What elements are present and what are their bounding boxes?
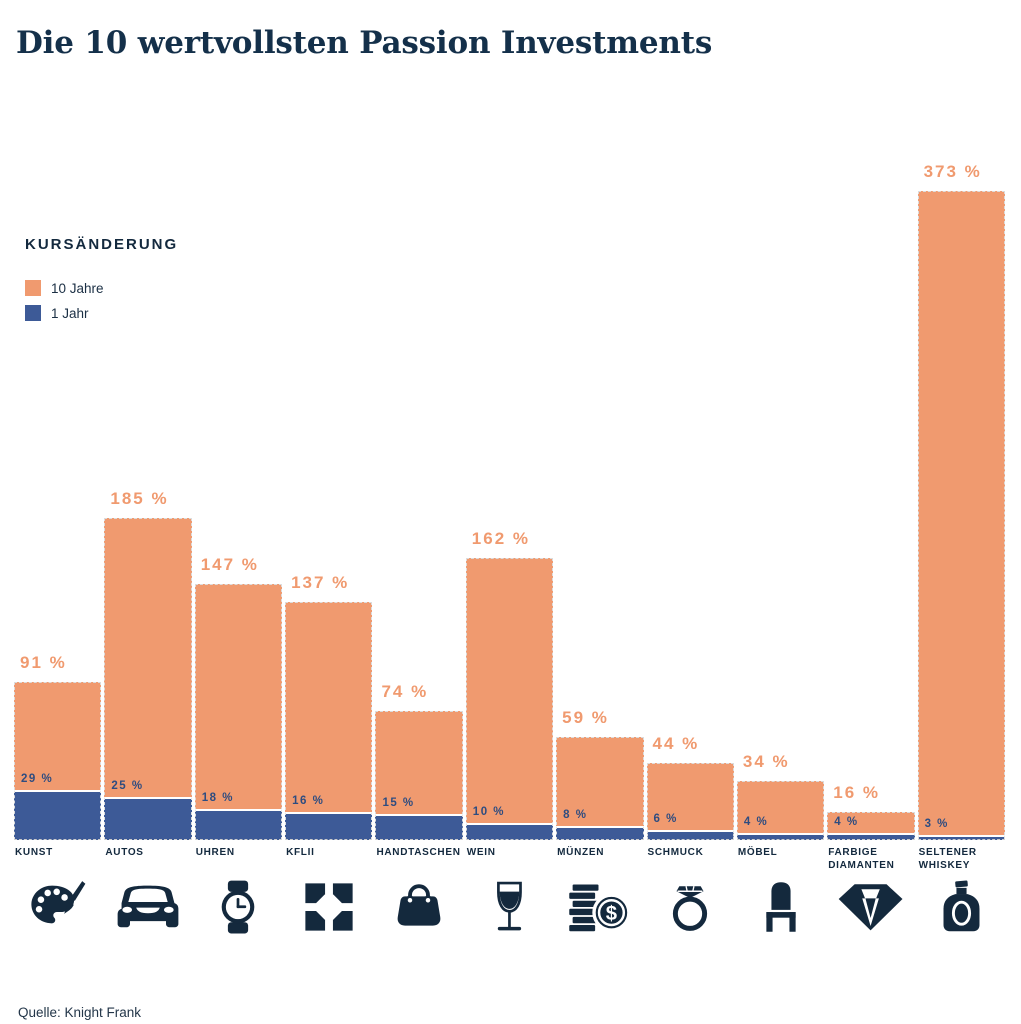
bar-group-kunst: 91 % 29 % KUNST (14, 155, 102, 858)
value-label-1-jahr: 4 % (743, 816, 769, 828)
value-label-1-jahr: 29 % (21, 772, 54, 785)
watch-icon (222, 880, 255, 934)
bar-10-jahre (556, 737, 644, 840)
ring-icon (673, 886, 708, 931)
bar-group-autos: 185 % 25 % AUTOS (104, 155, 192, 858)
whiskey-bottle-icon (943, 880, 980, 932)
bar-1-jahr (285, 812, 373, 840)
bar-group-uhren: 147 % 18 % UHREN (194, 155, 283, 858)
category-label: FARBIGE DIAMANTEN (828, 847, 895, 871)
coins-icon: $ (569, 884, 631, 932)
icon-cell-münzen: $ (556, 876, 643, 938)
category-label: WEIN (466, 847, 496, 858)
value-label-1-jahr: 4 % (834, 816, 859, 828)
value-label-10-jahre: 16 % (833, 783, 880, 803)
chair-icon (765, 882, 796, 932)
bar-1-jahr (375, 813, 463, 840)
bar-1-jahr (917, 834, 1005, 840)
value-label-1-jahr: 18 % (201, 791, 234, 804)
legend-swatch-10-jahre (25, 280, 41, 296)
bar-10-jahre (917, 191, 1005, 840)
legend-swatch-1-jahr (25, 305, 41, 321)
category-label: HANDTASCHEN (376, 847, 461, 858)
icon-cell-wein (466, 876, 553, 938)
legend-label-10-jahre: 10 Jahre (51, 280, 104, 296)
value-label-1-jahr: 6 % (653, 812, 678, 825)
legend: KURSÄNDERUNG 10 Jahre 1 Jahr (25, 236, 178, 330)
source-note: Quelle: Knight Frank (18, 1004, 142, 1020)
value-label-10-jahre: 34 % (742, 751, 790, 771)
svg-text:$: $ (606, 903, 617, 925)
value-label-10-jahre: 74 % (381, 682, 429, 702)
legend-label-1-jahr: 1 Jahr (51, 305, 89, 321)
car-icon (117, 885, 179, 928)
handbag-icon (397, 884, 441, 926)
value-label-10-jahre: 59 % (562, 708, 609, 728)
legend-item-1-jahr: 1 Jahr (25, 305, 178, 321)
bar-group-möbel: 34 % 4 % MÖBEL (736, 155, 825, 858)
bar-10-jahre (194, 584, 283, 840)
icon-cell-seltener-whiskey (918, 876, 1005, 938)
value-label-10-jahre: 91 % (20, 652, 67, 672)
bar-1-jahr (465, 822, 554, 840)
category-label: MÖBEL (737, 847, 778, 858)
bar-group-schmuck: 44 % 6 % SCHMUCK (646, 155, 734, 858)
icon-cell-kflii (285, 876, 372, 938)
bar-10-jahre (646, 763, 734, 840)
diamond-icon (839, 884, 903, 931)
icon-cell-möbel (737, 876, 824, 938)
icon-cell-farbige-diamanten (827, 876, 914, 938)
icon-cell-autos (104, 876, 191, 938)
category-icons-row: $ (14, 876, 1005, 938)
category-label: SELTENER WHISKEY (918, 847, 977, 871)
bar-1-jahr (827, 833, 915, 840)
bar-1-jahr (736, 833, 825, 840)
bar-group-handtaschen: 74 % 15 % HANDTASCHEN (375, 155, 463, 858)
icon-cell-schmuck (647, 876, 734, 938)
category-label: UHREN (195, 847, 235, 858)
value-label-10-jahre: 185 % (110, 489, 169, 509)
bar-10-jahre (465, 558, 554, 840)
value-label-10-jahre: 147 % (200, 555, 259, 575)
category-label: AUTOS (105, 847, 144, 858)
bar-group-seltener-whiskey: 373 % 3 % SELTENER WHISKEY (917, 155, 1005, 871)
icon-cell-uhren (195, 876, 282, 938)
icon-cell-handtaschen (375, 876, 462, 938)
bar-1-jahr (556, 826, 644, 840)
category-label: KFLII (286, 847, 315, 858)
bar-group-münzen: 59 % 8 % MÜNZEN (556, 155, 644, 858)
value-label-1-jahr: 3 % (924, 817, 949, 830)
palette-icon (31, 881, 86, 924)
value-label-1-jahr: 25 % (111, 779, 144, 792)
value-label-1-jahr: 15 % (382, 796, 415, 809)
category-label: KUNST (15, 847, 53, 858)
bar-10-jahre (736, 780, 825, 840)
bar-group-kflii: 137 % 16 % KFLII (285, 155, 373, 858)
legend-item-10-jahre: 10 Jahre (25, 280, 178, 296)
category-label: MÜNZEN (557, 847, 605, 858)
bar-1-jahr (194, 808, 283, 840)
value-label-10-jahre: 44 % (652, 734, 700, 754)
bar-10-jahre (104, 518, 192, 840)
chart-title: Die 10 wertvollsten Passion Investments (16, 24, 713, 61)
value-label-1-jahr: 16 % (292, 795, 325, 808)
category-label: SCHMUCK (647, 847, 704, 858)
bar-10-jahre (285, 601, 373, 840)
bar-1-jahr (14, 789, 102, 840)
bar-chart-area: 91 % 29 % KUNST 185 % 25 % AUTOS 147 % 18 % UHRE… (14, 155, 1005, 871)
kflii-icon (305, 883, 353, 931)
icon-cell-kunst (14, 876, 101, 938)
bar-group-wein: 162 % 10 % WEIN (465, 155, 554, 858)
wine-glass-icon (497, 881, 522, 931)
value-label-10-jahre: 373 % (923, 162, 982, 181)
value-label-10-jahre: 162 % (471, 529, 530, 549)
bar-1-jahr (104, 796, 192, 840)
bar-group-farbige-diamanten: 16 % 4 % FARBIGE DIAMANTEN (827, 155, 915, 871)
bar-1-jahr (646, 829, 734, 840)
value-label-1-jahr: 10 % (472, 805, 506, 818)
legend-heading: KURSÄNDERUNG (25, 236, 179, 253)
value-label-10-jahre: 137 % (291, 572, 350, 592)
value-label-1-jahr: 8 % (563, 809, 588, 822)
